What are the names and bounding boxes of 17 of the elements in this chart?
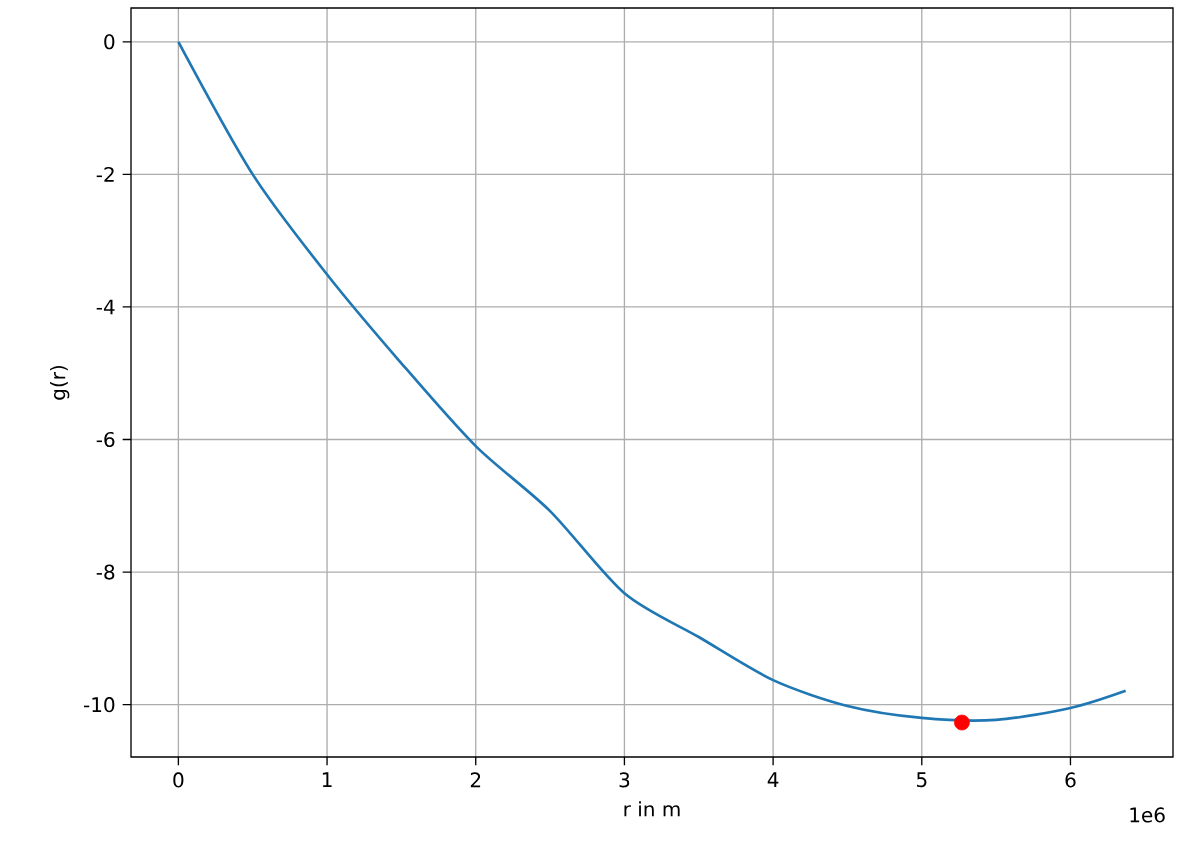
y-tick-label: -8 [96, 564, 115, 580]
x-tick-label: 3 [619, 772, 630, 788]
y-tick-label: -6 [96, 431, 115, 448]
x-tick-label: 6 [1065, 772, 1076, 788]
x-tick-label: 0 [173, 772, 184, 788]
x-tick-label: 1 [322, 772, 332, 787]
y-tick-label: -2 [96, 166, 114, 182]
x-axis-title: r in m [624, 801, 680, 817]
x-tick-label: 2 [470, 772, 481, 788]
y-axis-title: g(r) [50, 365, 70, 400]
x-tick-label: 4 [767, 772, 779, 787]
y-tick-label: -10 [83, 697, 115, 713]
y-tick-label: 0 [104, 34, 115, 50]
y-tick-label: -4 [96, 299, 115, 315]
x-tick-label: 5 [916, 772, 927, 788]
text: 1e6 [1130, 807, 1165, 823]
line-series [177, 40, 1127, 722]
